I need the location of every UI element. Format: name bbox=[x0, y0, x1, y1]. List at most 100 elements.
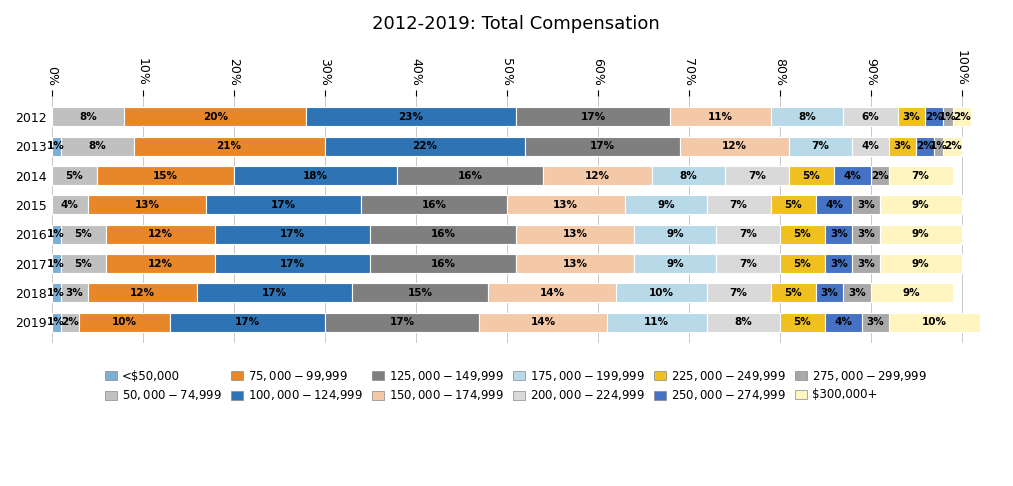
Bar bbox=[680, 137, 789, 156]
Text: 5%: 5% bbox=[66, 171, 83, 180]
Bar bbox=[79, 312, 170, 332]
Bar bbox=[479, 312, 607, 332]
Bar bbox=[888, 137, 916, 156]
Bar bbox=[898, 107, 925, 126]
Text: 5%: 5% bbox=[75, 259, 92, 269]
Bar bbox=[52, 283, 61, 302]
Bar bbox=[488, 283, 616, 302]
Text: 14%: 14% bbox=[531, 317, 555, 327]
Text: 1%: 1% bbox=[48, 229, 65, 239]
Bar bbox=[207, 195, 361, 214]
Text: 18%: 18% bbox=[303, 171, 328, 180]
Bar bbox=[861, 312, 888, 332]
Bar bbox=[216, 225, 370, 243]
Bar bbox=[52, 195, 88, 214]
Text: 3%: 3% bbox=[848, 288, 866, 298]
Bar bbox=[234, 166, 397, 185]
Text: 7%: 7% bbox=[738, 259, 757, 269]
Bar bbox=[725, 166, 789, 185]
Text: 13%: 13% bbox=[553, 200, 578, 210]
Text: 17%: 17% bbox=[389, 317, 414, 327]
Bar bbox=[843, 283, 870, 302]
Bar bbox=[97, 166, 234, 185]
Bar bbox=[52, 312, 61, 332]
Text: 3%: 3% bbox=[66, 288, 83, 298]
Bar bbox=[780, 254, 826, 273]
Text: 22%: 22% bbox=[412, 141, 438, 151]
Text: 1%: 1% bbox=[48, 141, 65, 151]
Bar bbox=[134, 137, 324, 156]
Bar bbox=[870, 283, 952, 302]
Bar bbox=[916, 137, 934, 156]
Bar bbox=[516, 225, 634, 243]
Bar bbox=[707, 312, 780, 332]
Bar bbox=[634, 254, 716, 273]
Bar bbox=[370, 225, 516, 243]
Text: 4%: 4% bbox=[835, 317, 852, 327]
Text: 21%: 21% bbox=[217, 141, 241, 151]
Text: 8%: 8% bbox=[79, 112, 97, 122]
Bar bbox=[852, 195, 879, 214]
Bar bbox=[61, 137, 134, 156]
Text: 5%: 5% bbox=[802, 171, 821, 180]
Bar bbox=[397, 166, 543, 185]
Bar bbox=[789, 166, 835, 185]
Text: 13%: 13% bbox=[135, 200, 160, 210]
Text: 17%: 17% bbox=[580, 112, 606, 122]
Bar bbox=[52, 137, 61, 156]
Text: 4%: 4% bbox=[862, 141, 879, 151]
Bar bbox=[826, 312, 861, 332]
Text: 17%: 17% bbox=[271, 200, 296, 210]
Text: 17%: 17% bbox=[281, 229, 305, 239]
Text: 4%: 4% bbox=[826, 200, 843, 210]
Bar bbox=[52, 166, 97, 185]
Bar bbox=[352, 283, 488, 302]
Text: 3%: 3% bbox=[893, 141, 912, 151]
Text: 2%: 2% bbox=[926, 112, 943, 122]
Text: 10%: 10% bbox=[922, 317, 947, 327]
Bar bbox=[634, 225, 716, 243]
Text: 4%: 4% bbox=[61, 200, 79, 210]
Text: 17%: 17% bbox=[590, 141, 615, 151]
Text: 2%: 2% bbox=[953, 112, 970, 122]
Text: 9%: 9% bbox=[903, 288, 921, 298]
Bar bbox=[707, 195, 771, 214]
Bar bbox=[671, 107, 771, 126]
Bar bbox=[843, 107, 898, 126]
Bar bbox=[616, 283, 707, 302]
Text: 17%: 17% bbox=[235, 317, 259, 327]
Bar bbox=[198, 283, 352, 302]
Bar bbox=[771, 283, 816, 302]
Bar bbox=[125, 107, 306, 126]
Text: 3%: 3% bbox=[857, 200, 875, 210]
Bar bbox=[716, 225, 780, 243]
Text: 7%: 7% bbox=[748, 171, 766, 180]
Bar bbox=[525, 137, 680, 156]
Text: 2%: 2% bbox=[871, 171, 888, 180]
Text: 12%: 12% bbox=[586, 171, 610, 180]
Bar bbox=[943, 137, 961, 156]
Bar bbox=[61, 283, 88, 302]
Text: 8%: 8% bbox=[88, 141, 106, 151]
Text: 16%: 16% bbox=[421, 200, 447, 210]
Text: 15%: 15% bbox=[407, 288, 433, 298]
Text: 12%: 12% bbox=[148, 229, 173, 239]
Bar bbox=[780, 312, 826, 332]
Bar bbox=[324, 137, 525, 156]
Bar bbox=[826, 225, 852, 243]
Bar bbox=[879, 195, 961, 214]
Bar bbox=[506, 195, 625, 214]
Bar bbox=[879, 254, 961, 273]
Text: 9%: 9% bbox=[912, 229, 930, 239]
Bar bbox=[361, 195, 506, 214]
Bar bbox=[780, 225, 826, 243]
Bar bbox=[516, 107, 671, 126]
Bar bbox=[543, 166, 652, 185]
Bar bbox=[88, 283, 198, 302]
Text: 2%: 2% bbox=[61, 317, 79, 327]
Bar bbox=[652, 166, 725, 185]
Text: 16%: 16% bbox=[431, 229, 456, 239]
Text: 4%: 4% bbox=[844, 171, 861, 180]
Bar bbox=[879, 225, 961, 243]
Bar bbox=[370, 254, 516, 273]
